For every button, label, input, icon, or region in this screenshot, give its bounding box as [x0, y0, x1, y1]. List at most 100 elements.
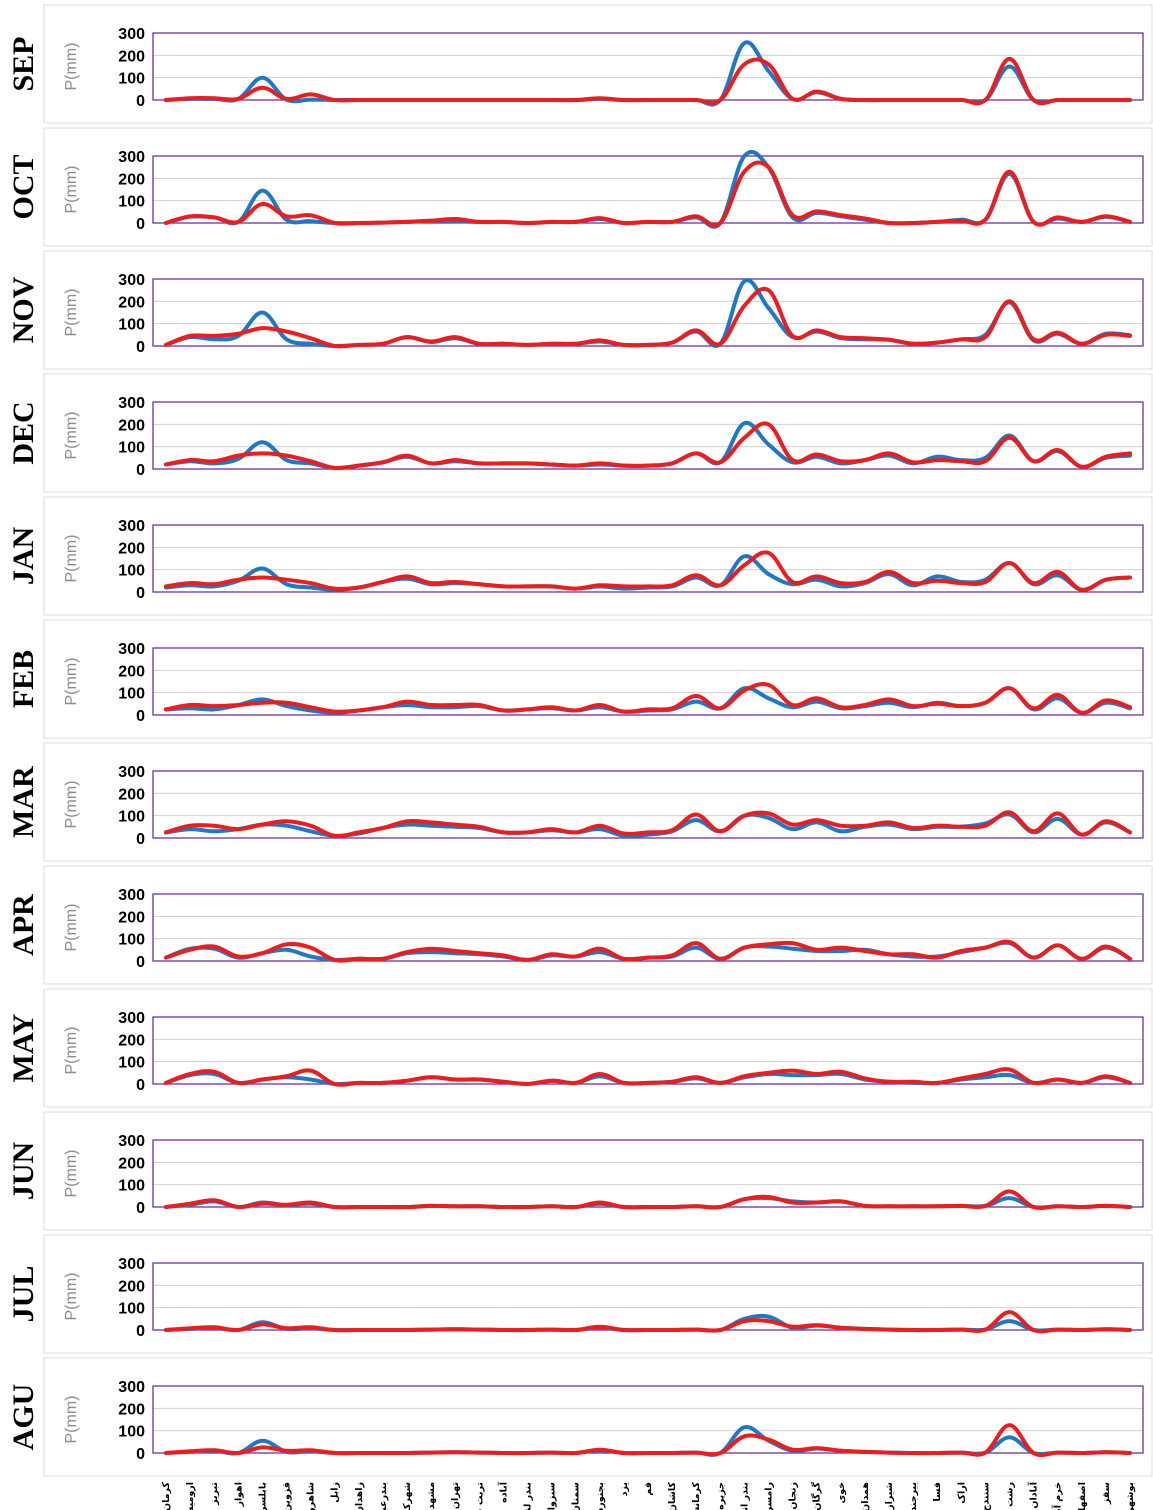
month-label: JUN: [7, 1142, 40, 1201]
y-tick-label: 0: [136, 1200, 145, 1217]
plot-frame: [152, 524, 1144, 593]
y-axis-label: P(mm): [63, 43, 80, 91]
y-tick-label: 200: [118, 1155, 145, 1172]
series-line-red: [164, 939, 1132, 963]
y-axis-label: P(mm): [63, 412, 80, 460]
x-tick-label: مشهد: [426, 1482, 437, 1509]
x-tick-label: همدان: [860, 1482, 871, 1510]
panel-jun: JUN P(mm) 0 100 200 300: [7, 1111, 1153, 1231]
y-tick-label: 300: [118, 1379, 145, 1396]
series-line-red: [164, 1189, 1132, 1211]
panel-nov: NOV P(mm) 0 100 200 300: [7, 250, 1153, 370]
y-tick-label: 200: [118, 417, 145, 434]
x-tick-label: بابلسر: [257, 1482, 268, 1510]
y-axis-label: P(mm): [63, 1396, 80, 1444]
month-label: JUL: [7, 1266, 40, 1323]
x-tick-label: آبادان: [1027, 1481, 1040, 1508]
y-tick-label: 100: [118, 1424, 145, 1441]
x-tick-label: زنجان: [788, 1482, 799, 1510]
plot-frame: [152, 647, 1144, 716]
month-label: JAN: [7, 527, 40, 586]
month-label: DEC: [7, 401, 40, 464]
y-tick-label: 0: [136, 1323, 145, 1340]
plot-frame: [152, 401, 1144, 470]
series-line-red: [164, 160, 1132, 228]
y-axis-label: P(mm): [63, 904, 80, 952]
x-tick-label: کاشان: [667, 1482, 678, 1510]
x-axis-labels: کرمان ارومیه تبریز اهواز بابلسر قزوین شاهرود زا…: [161, 1481, 1136, 1510]
y-tick-label: 300: [118, 641, 145, 658]
panel-oct: OCT P(mm) 0 100 200 300: [7, 127, 1153, 247]
x-tick-label: رشت: [1005, 1482, 1016, 1507]
x-tick-label: بجنورد: [595, 1482, 606, 1510]
panel-background: [43, 865, 1153, 985]
x-tick-label: گرگان: [811, 1482, 823, 1510]
x-tick-label: خوی: [836, 1482, 847, 1504]
y-tick-label: 0: [136, 93, 145, 110]
y-tick-label: 200: [118, 663, 145, 680]
y-tick-label: 300: [118, 887, 145, 904]
x-tick-label: بندرعباس: [378, 1482, 389, 1510]
x-tick-label: آباده: [496, 1481, 509, 1503]
x-tick-label: فسا: [932, 1482, 943, 1501]
y-axis-label: P(mm): [63, 289, 80, 337]
panel-background: [43, 742, 1153, 862]
x-tick-label: بوشهر: [1125, 1482, 1136, 1510]
panel-background: [43, 1111, 1153, 1231]
panel-background: [43, 1234, 1153, 1354]
y-tick-label: 100: [118, 563, 145, 580]
x-tick-label: اصفهان: [1077, 1482, 1088, 1510]
y-tick-label: 200: [118, 909, 145, 926]
series-line-red: [164, 286, 1132, 349]
y-tick-label: 300: [118, 272, 145, 289]
x-tick-label: قم: [643, 1482, 654, 1496]
series-line-red: [164, 682, 1132, 715]
y-axis-label: P(mm): [63, 1027, 80, 1075]
y-tick-label: 300: [118, 26, 145, 43]
panel-background: [43, 1357, 1153, 1477]
x-tick-label: سمنان: [571, 1482, 582, 1510]
y-tick-label: 200: [118, 1032, 145, 1049]
y-tick-label: 300: [118, 395, 145, 412]
y-tick-label: 200: [118, 786, 145, 803]
y-tick-label: 200: [118, 294, 145, 311]
y-axis-label: P(mm): [63, 166, 80, 214]
y-axis-label: P(mm): [63, 1273, 80, 1321]
y-tick-label: 200: [118, 1401, 145, 1418]
month-label: NOV: [7, 276, 40, 343]
y-tick-label: 0: [136, 708, 145, 725]
y-tick-label: 200: [118, 1278, 145, 1295]
x-tick-label: تهران: [450, 1482, 461, 1509]
y-tick-label: 300: [118, 1133, 145, 1150]
panel-background: [43, 988, 1153, 1108]
y-tick-label: 0: [136, 954, 145, 971]
x-tick-label: تربت حیدریه: [474, 1482, 485, 1510]
y-tick-label: 100: [118, 194, 145, 211]
month-label: APR: [7, 894, 40, 956]
y-tick-label: 0: [136, 339, 145, 356]
x-tick-label: اراک: [956, 1482, 967, 1504]
y-axis-label: P(mm): [63, 658, 80, 706]
month-label: SEP: [7, 36, 40, 91]
series-line-red: [164, 1310, 1132, 1334]
panel-background: [43, 4, 1153, 124]
panel-jul: JUL P(mm) 0 100 200 300: [7, 1234, 1153, 1354]
x-tick-label: کرمان: [161, 1482, 172, 1510]
panel-background: [43, 127, 1153, 247]
y-tick-label: 100: [118, 1178, 145, 1195]
y-tick-label: 0: [136, 216, 145, 233]
x-tick-label: سبزوار: [547, 1482, 558, 1510]
panel-sep: SEP P(mm) 0 100 200 300: [7, 4, 1153, 124]
x-tick-label: سنندج: [980, 1482, 991, 1510]
x-tick-label: رامسر: [764, 1482, 775, 1510]
x-tick-label: ارومیه: [185, 1482, 196, 1510]
y-tick-label: 0: [136, 1446, 145, 1463]
y-tick-label: 0: [136, 831, 145, 848]
x-tick-label: یزد: [619, 1482, 630, 1496]
x-tick-label: شاهرود: [306, 1482, 317, 1510]
y-tick-label: 0: [136, 1077, 145, 1094]
y-tick-label: 100: [118, 1301, 145, 1318]
panel-mar: MAR P(mm) 0 100 200 300: [7, 742, 1153, 862]
y-tick-label: 100: [118, 317, 145, 334]
